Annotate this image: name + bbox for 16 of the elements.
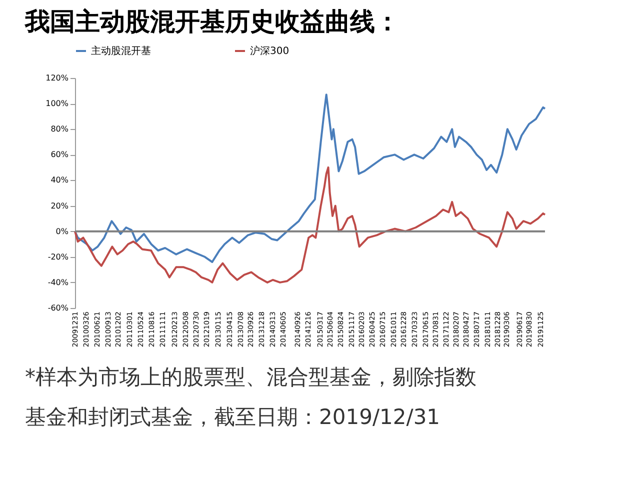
text: *样本为市场上的股票型、混合型基金，剔除指数基金和封闭式基金，截至日期：2019/12/31 bbox=[25, 365, 476, 429]
y-tick-label: -40% bbox=[48, 278, 69, 287]
y-tick-label: 80% bbox=[50, 124, 69, 134]
legend-label: 沪深300 bbox=[250, 45, 290, 57]
legend-label: 主动股混开基 bbox=[91, 45, 151, 57]
chart-title: 我国主动股混开基历史收益曲线： bbox=[24, 7, 400, 36]
line-series bbox=[74, 166, 546, 284]
line-series bbox=[74, 94, 546, 263]
y-tick-label: 60% bbox=[50, 150, 69, 160]
y-tick-label: 0% bbox=[56, 226, 69, 236]
y-tick-label: 120% bbox=[46, 74, 69, 82]
y-tick-label: -20% bbox=[48, 252, 69, 262]
y-tick-label: 100% bbox=[46, 99, 69, 108]
y-tick-label: 40% bbox=[50, 176, 69, 185]
y-tick-label: -60% bbox=[48, 304, 69, 312]
y-tick-label: 20% bbox=[50, 201, 69, 210]
